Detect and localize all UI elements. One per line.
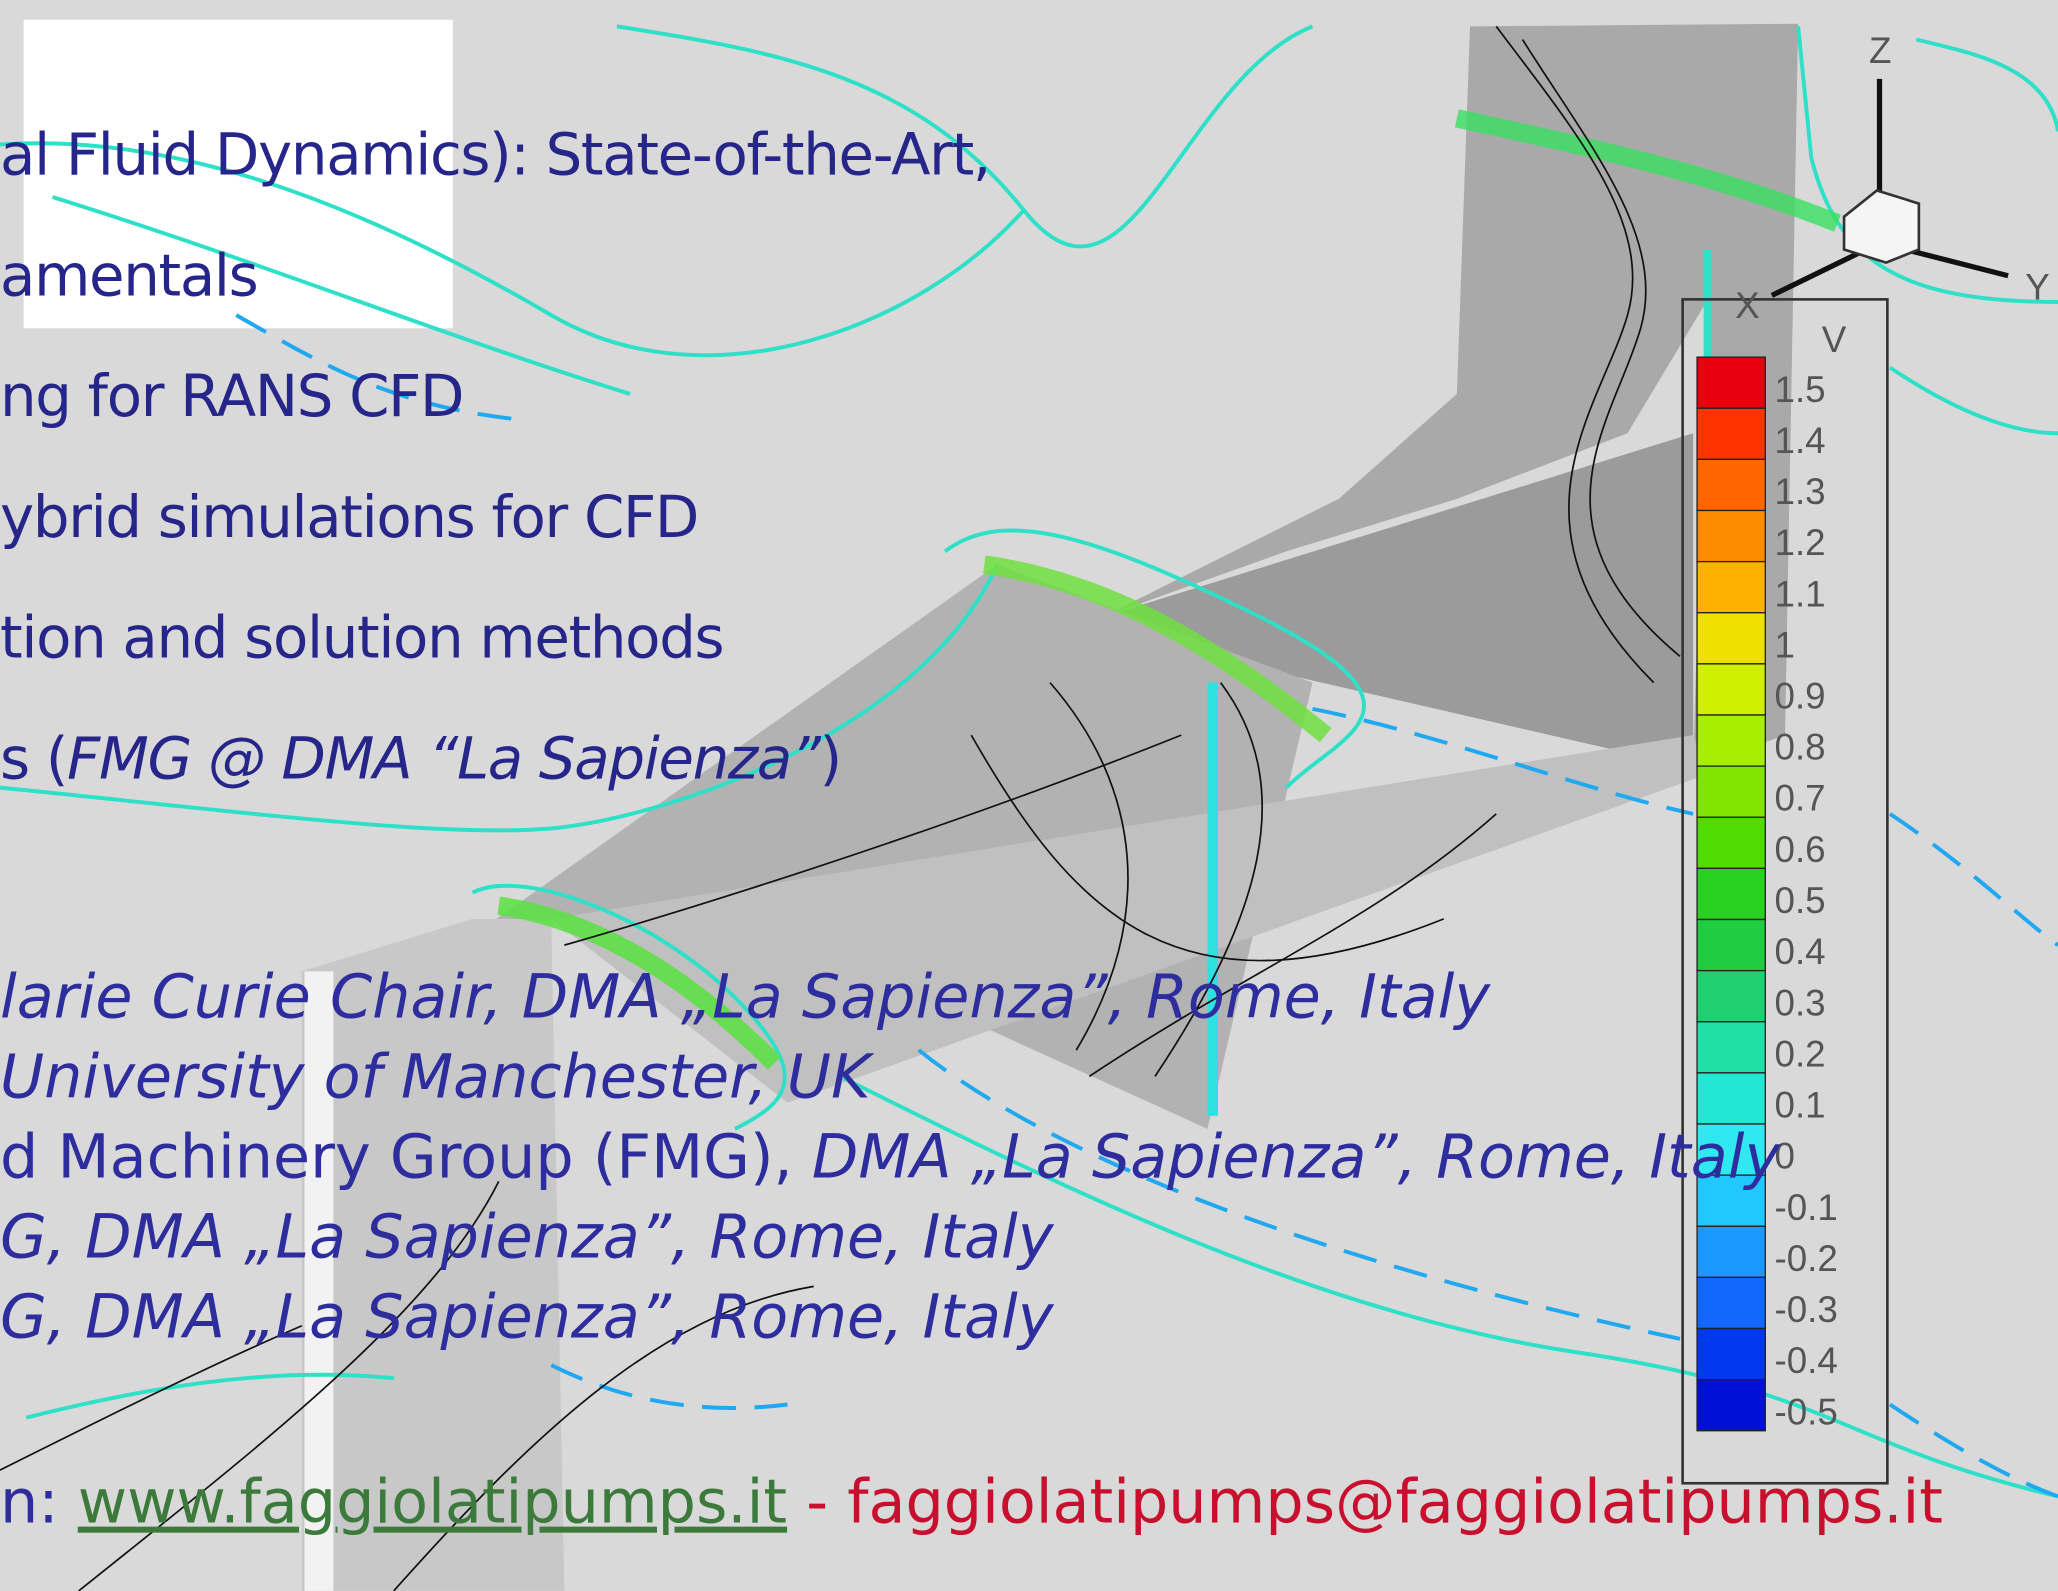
outline-item-part: FMG @ DMA “La Sapienza” xyxy=(67,724,822,792)
colorbar-swatch xyxy=(1696,663,1766,716)
outline-item: s (FMG @ DMA “La Sapienza”) xyxy=(0,724,841,792)
footer: n: www.faggiolatipumps.it - faggiolatipu… xyxy=(0,1468,1943,1538)
author-line-part: DMA „La Sapienza”, Rome, Italy xyxy=(812,1122,1782,1192)
author-line: G, DMA „La Sapienza”, Rome, Italy xyxy=(0,1283,1055,1353)
colorbar-label: 0.3 xyxy=(1775,982,1826,1023)
colorbar-label: 1 xyxy=(1775,624,1795,665)
footer-link[interactable]: www.faggiolatipumps.it xyxy=(78,1468,787,1538)
colorbar-label: 0.4 xyxy=(1775,931,1826,972)
colorbar-label: -0.3 xyxy=(1775,1289,1838,1330)
colorbar-label: 0.5 xyxy=(1775,880,1826,921)
colorbar-label: 1.4 xyxy=(1775,420,1826,461)
colorbar-swatch xyxy=(1696,560,1766,614)
outline-item-part: s ( xyxy=(0,724,67,792)
colorbar-label: -0.4 xyxy=(1775,1340,1838,1381)
colorbar-swatch xyxy=(1696,1123,1766,1176)
colorbar-swatch xyxy=(1696,969,1766,1023)
colorbar-label: 0.8 xyxy=(1775,727,1826,768)
author-line-part: G, DMA „La Sapienza”, Rome, Italy xyxy=(0,1283,1055,1353)
colorbar-label: 1.2 xyxy=(1775,522,1826,563)
axis-label: X xyxy=(1735,285,1760,326)
axis-triad xyxy=(1770,78,2009,298)
colorbar-label: -0.5 xyxy=(1775,1391,1838,1432)
author-line: G, DMA „La Sapienza”, Rome, Italy xyxy=(0,1203,1055,1273)
colorbar-label: -0.1 xyxy=(1775,1187,1838,1228)
colorbar-swatch xyxy=(1696,1276,1766,1330)
author-line: d Machinery Group (FMG), DMA „La Sapienz… xyxy=(0,1122,1781,1192)
colorbar: V 1.5 1.4 1.3 1.2 1.1 1 0.9 0.8 0.7 0.6 0.5 0.4 0.3 0.… xyxy=(1696,319,1847,1432)
author-line-part: larie Curie Chair, DMA „La Sapienza”, Ro… xyxy=(0,962,1491,1032)
colorbar-label: 0 xyxy=(1775,1136,1795,1177)
colorbar-label: 0.9 xyxy=(1775,676,1826,717)
outline-item: amentals xyxy=(0,241,257,309)
colorbar-swatch xyxy=(1696,867,1766,921)
axis-label: Z xyxy=(1869,30,1891,71)
colorbar-swatch xyxy=(1696,765,1766,818)
colorbar-title: V xyxy=(1822,319,1847,360)
colorbar-label: 1.1 xyxy=(1775,573,1826,614)
outline-item-part: ng for RANS CFD xyxy=(0,362,463,430)
author-line-part: d Machinery Group (FMG), xyxy=(0,1122,812,1192)
colorbar-label: 1.5 xyxy=(1775,369,1826,410)
outline-item: ybrid simulations for CFD xyxy=(0,483,698,551)
author-line: University of Manchester, UK xyxy=(0,1042,875,1112)
colorbar-swatch xyxy=(1696,458,1766,512)
colorbar-swatch xyxy=(1696,918,1766,972)
author-line-part: University of Manchester, UK xyxy=(0,1042,875,1112)
author-line: larie Curie Chair, DMA „La Sapienza”, Ro… xyxy=(0,962,1491,1032)
colorbar-label: 0.1 xyxy=(1775,1085,1826,1126)
colorbar-swatch xyxy=(1696,714,1766,767)
colorbar-label: 0.2 xyxy=(1775,1033,1826,1074)
colorbar-swatch xyxy=(1696,356,1766,409)
colorbar-swatch xyxy=(1696,509,1766,563)
author-line-part: G, DMA „La Sapienza”, Rome, Italy xyxy=(0,1203,1055,1273)
footer-prefix: n: xyxy=(0,1468,78,1538)
colorbar-label: 0.6 xyxy=(1775,829,1826,870)
colorbar-swatch xyxy=(1696,1021,1766,1074)
outline-item-part: tion and solution methods xyxy=(0,604,723,672)
outline-item-part: ) xyxy=(820,724,841,792)
colorbar-swatch xyxy=(1696,1327,1766,1381)
footer-separator: - xyxy=(787,1468,847,1538)
colorbar-swatch xyxy=(1696,816,1766,870)
outline-item: ng for RANS CFD xyxy=(0,362,463,430)
outline-item: al Fluid Dynamics): State-of-the-Art, xyxy=(0,121,990,189)
colorbar-label: 0.7 xyxy=(1775,778,1826,819)
outline-item: tion and solution methods xyxy=(0,604,723,672)
outline-item-part: ybrid simulations for CFD xyxy=(0,483,698,551)
colorbar-swatch xyxy=(1696,1072,1766,1125)
colorbar-label: 1.3 xyxy=(1775,471,1826,512)
colorbar-swatch xyxy=(1696,1225,1766,1279)
colorbar-swatch xyxy=(1696,1378,1766,1432)
outline-item-part: amentals xyxy=(0,241,257,309)
axis-label: Y xyxy=(2025,266,2050,307)
colorbar-frame xyxy=(1681,298,1889,1485)
colorbar-swatch xyxy=(1696,407,1766,461)
footer-email[interactable]: faggiolatipumps@faggiolatipumps.it xyxy=(847,1468,1943,1538)
colorbar-label: -0.2 xyxy=(1775,1238,1838,1279)
cfd-scene xyxy=(0,23,2058,1591)
outline-item-part: al Fluid Dynamics): State-of-the-Art, xyxy=(0,121,990,189)
colorbar-swatch xyxy=(1696,612,1766,665)
